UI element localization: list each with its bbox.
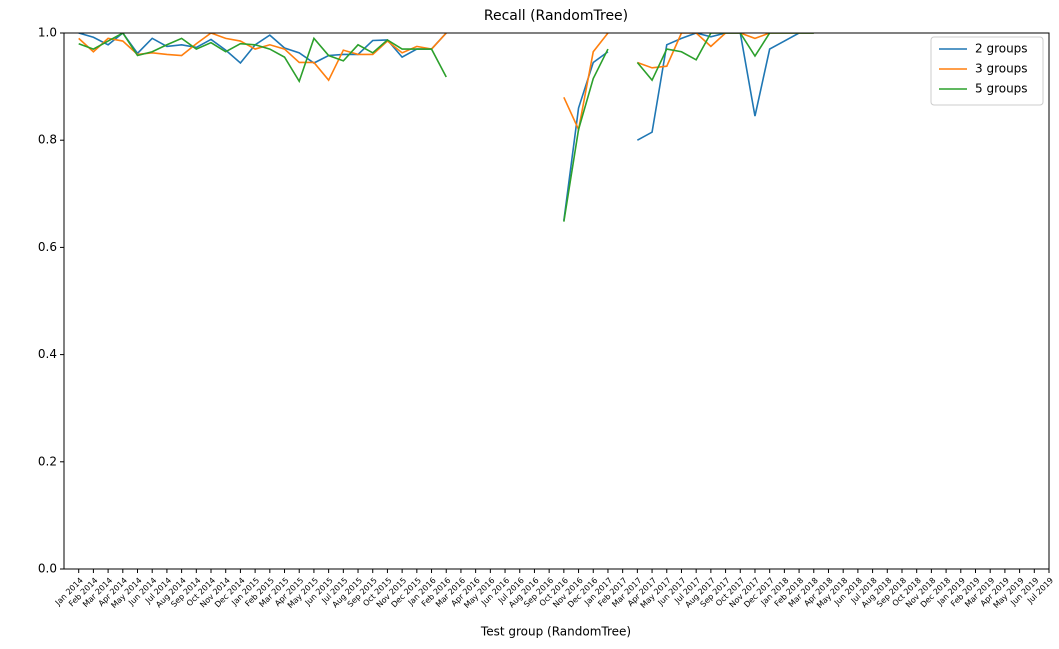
series-line <box>78 33 814 221</box>
legend-box <box>930 36 1044 106</box>
legend-label: 5 groups <box>975 82 1028 96</box>
y-tick-label: 0.2 <box>38 454 57 468</box>
y-tick-label: 0.4 <box>38 347 57 361</box>
plot-frame <box>63 32 1050 570</box>
chart-title: Recall (RandomTree) <box>484 8 628 24</box>
y-tick-label: 1.0 <box>38 26 57 40</box>
x-axis-label: Test group (RandomTree) <box>480 625 631 639</box>
plot-lines <box>78 33 814 222</box>
series-line <box>78 33 814 222</box>
y-tick-label: 0.6 <box>38 240 57 254</box>
y-tick-label: 0.8 <box>38 133 57 147</box>
legend-label: 2 groups <box>975 42 1028 56</box>
y-tick-label: 0.0 <box>38 562 57 576</box>
legend-label: 3 groups <box>975 62 1028 76</box>
